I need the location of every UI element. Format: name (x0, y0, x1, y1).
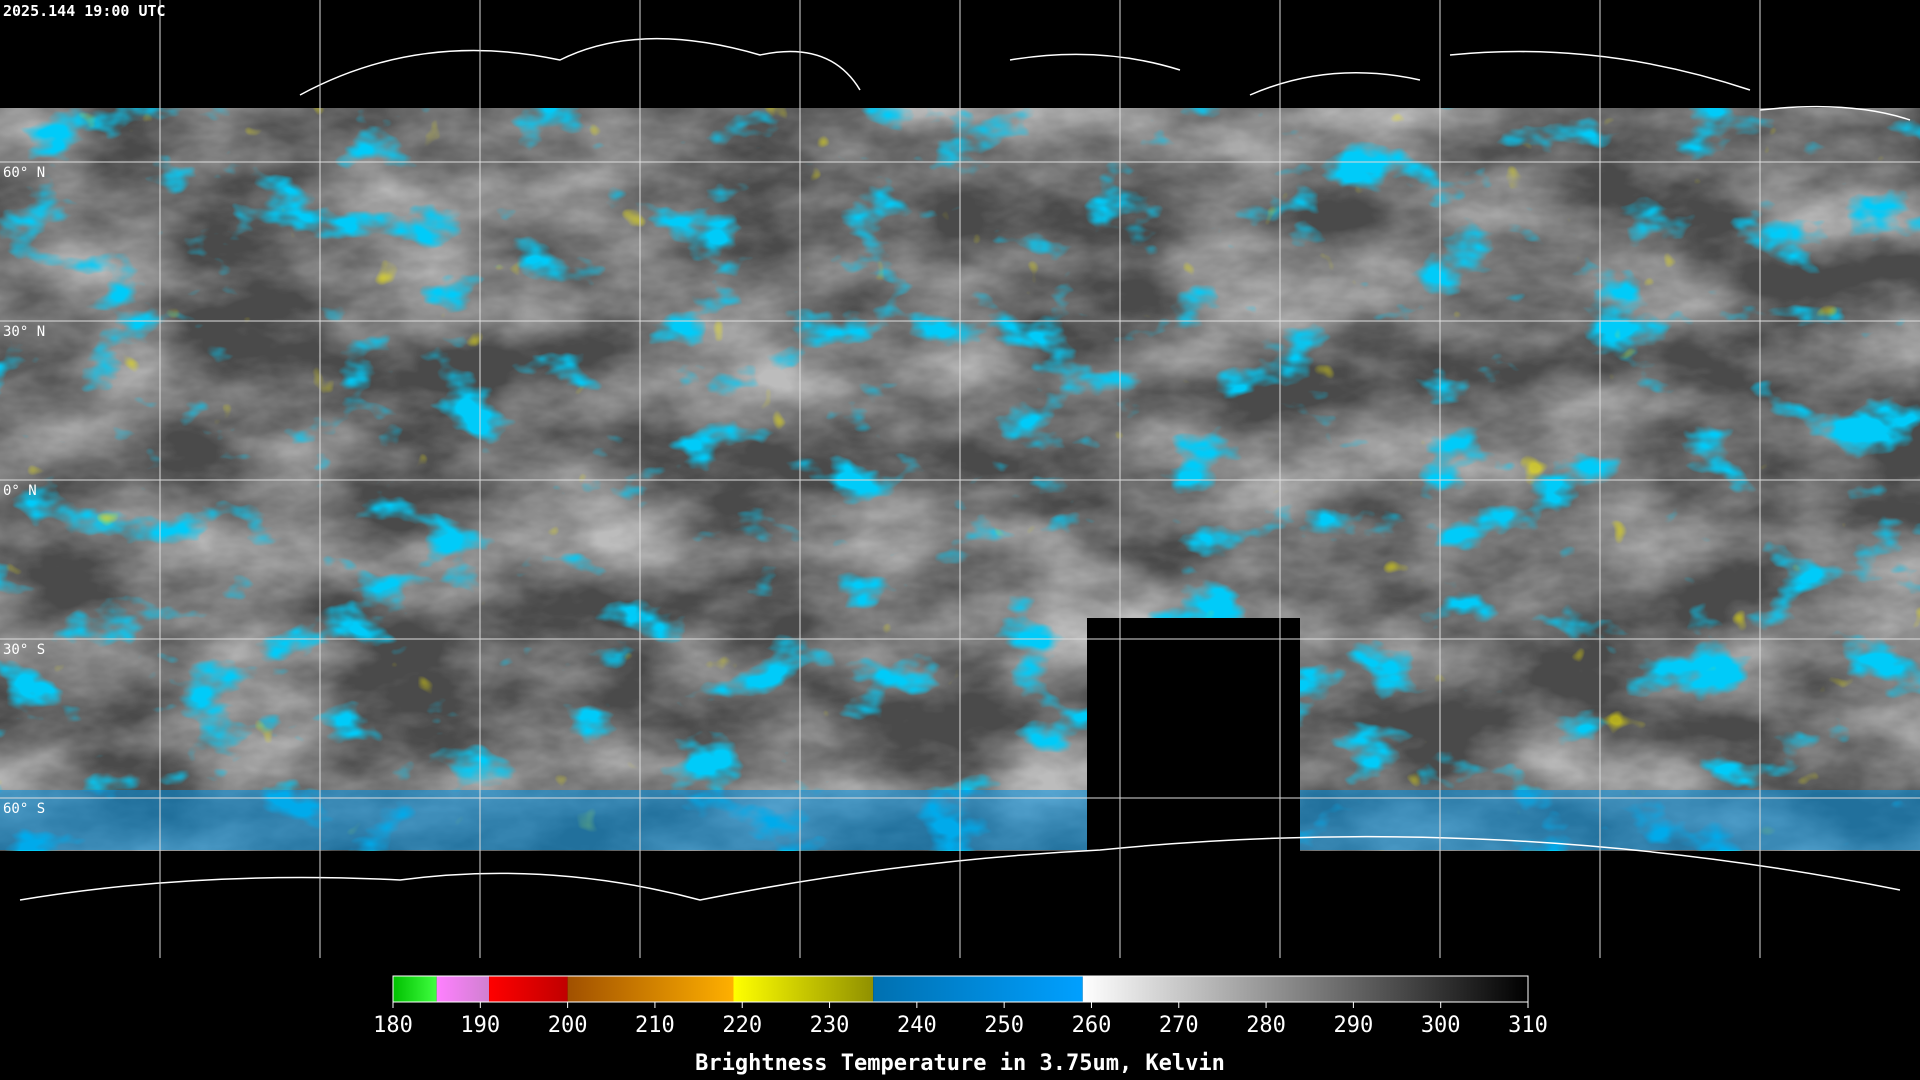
colorbar-title: Brightness Temperature in 3.75um, Kelvin (695, 1051, 1225, 1076)
colorbar-segment (436, 976, 490, 1002)
colorbar-tick-label: 220 (722, 1013, 762, 1038)
colorbar-tick-label: 260 (1072, 1013, 1112, 1038)
lat-label: 60° S (3, 801, 45, 817)
lat-label: 30° N (3, 324, 45, 340)
colorbar-segment (393, 976, 437, 1002)
colorbar-tick-label: 280 (1246, 1013, 1286, 1038)
colorbar-frame (392, 975, 1529, 1003)
missing-data (1087, 618, 1300, 851)
colorbar-tick-label: 200 (548, 1013, 588, 1038)
colorbar-tick-label: 230 (810, 1013, 850, 1038)
lat-label: 0° N (3, 483, 37, 499)
colorbar-tick-label: 290 (1334, 1013, 1374, 1038)
graticule: 60° N 30° N 0° N 30° S 60° S (0, 0, 1920, 958)
colorbar-tick-label: 180 (373, 1013, 413, 1038)
lat-label: 30° S (3, 642, 45, 658)
colorbar-segment (567, 976, 734, 1002)
colorbar-tick-label: 210 (635, 1013, 675, 1038)
colorbar-tick-label: 300 (1421, 1013, 1461, 1038)
colorbar-tick-label: 190 (460, 1013, 500, 1038)
colorbar-segment (489, 976, 568, 1002)
colorbar-tick-label: 250 (984, 1013, 1024, 1038)
lat-label: 60° N (3, 165, 45, 181)
colorbar-segment (733, 976, 874, 1002)
colorbar: 180 190 200 210 220 230 240 250 260 270 280 290 300 3… (373, 975, 1548, 1038)
colorbar-segment (873, 976, 1083, 1002)
colorbar-tick-label: 310 (1508, 1013, 1548, 1038)
timestamp: 2025.144 19:00 UTC (3, 2, 166, 20)
colorbar-segment (1082, 976, 1528, 1002)
colorbar-tick-label: 270 (1159, 1013, 1199, 1038)
colorbar-tick-label: 240 (897, 1013, 937, 1038)
